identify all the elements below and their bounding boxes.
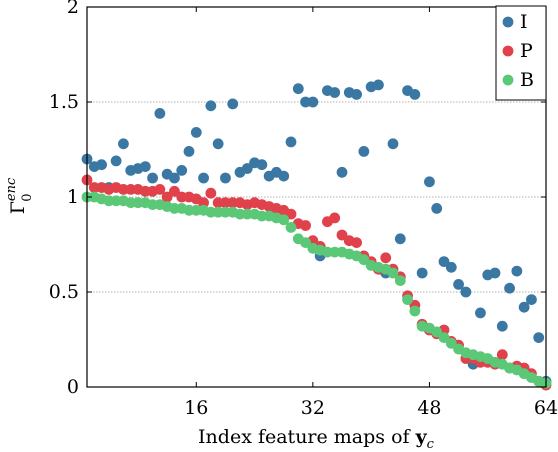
legend-label-B: B: [520, 69, 534, 91]
data-point-I: [358, 146, 370, 157]
data-point-P: [380, 252, 392, 264]
data-point-I: [518, 301, 530, 313]
data-point-P: [336, 229, 348, 241]
data-point-B: [300, 237, 311, 249]
data-point-I: [489, 267, 501, 279]
axis-ticks: 0 0.5 1 1.5 2 16 32 48 64: [49, 0, 558, 419]
x-tick-label: 48: [417, 397, 441, 419]
x-tick-label: 16: [184, 397, 208, 419]
data-point-P: [329, 212, 341, 224]
data-point-I: [198, 172, 209, 184]
y-tick-label: 1: [67, 186, 79, 208]
legend-marker-P: [502, 45, 514, 57]
data-point-B: [387, 267, 399, 279]
data-point-B: [285, 222, 297, 233]
data-point-P: [169, 185, 180, 197]
y-axis-title-sub: 0: [20, 193, 35, 201]
data-point-P: [300, 220, 311, 231]
legend-marker-B: [502, 74, 514, 86]
legend-marker-I: [502, 16, 514, 28]
data-point-I: [212, 138, 224, 150]
legend: IPB: [495, 5, 547, 101]
data-point-I: [533, 332, 545, 343]
x-axis-title-text: Index feature maps of: [198, 426, 416, 448]
y-tick-label: 0.5: [49, 281, 79, 303]
data-point-I: [154, 108, 166, 119]
data-point-P: [161, 191, 173, 203]
data-point-I: [453, 279, 464, 290]
legend-label-I: I: [520, 11, 528, 33]
y-tick-label: 2: [67, 0, 79, 18]
data-point-I: [285, 136, 297, 148]
data-point-I: [227, 98, 239, 110]
y-axis-title: Γenc0: [4, 177, 35, 214]
data-point-B: [438, 332, 450, 343]
x-axis-title-sub: c: [427, 437, 435, 452]
grid-lines: [87, 6, 546, 388]
x-axis-title-var: y: [415, 426, 428, 448]
x-tick-label: 64: [534, 397, 558, 419]
data-point-I: [169, 172, 180, 184]
data-point-P: [496, 349, 508, 361]
data-point-I: [460, 286, 472, 298]
data-point-B: [394, 275, 406, 286]
y-tick-label: 1.5: [49, 91, 79, 113]
data-point-I: [118, 138, 129, 150]
data-point-B: [445, 337, 457, 349]
data-point-P: [351, 237, 362, 249]
data-point-I: [373, 79, 384, 91]
data-point-B: [358, 254, 370, 266]
data-point-P: [198, 197, 209, 209]
y-axis-title-sup: enc: [4, 177, 19, 201]
y-tick-label: 0: [67, 376, 79, 398]
data-point-I: [176, 165, 188, 176]
x-axis-title: Index feature maps of yc: [198, 426, 435, 452]
data-point-I: [241, 163, 253, 174]
data-point-P: [285, 208, 297, 220]
data-point-I: [329, 87, 341, 98]
data-point-I: [526, 294, 537, 305]
data-point-I: [445, 261, 457, 273]
x-tick-label: 32: [301, 397, 325, 419]
data-point-I: [307, 96, 319, 108]
legend-label-P: P: [520, 40, 533, 62]
data-point-I: [416, 267, 428, 279]
data-point-I: [183, 146, 195, 157]
data-point-I: [205, 100, 217, 112]
data-point-I: [147, 172, 158, 184]
data-points: [81, 79, 552, 391]
data-point-I: [110, 155, 122, 167]
data-point-B: [278, 214, 290, 226]
series-B: [81, 191, 552, 389]
data-point-I: [431, 203, 443, 214]
data-point-I: [278, 170, 290, 182]
data-point-I: [96, 159, 107, 171]
data-point-I: [292, 83, 304, 95]
data-point-I: [387, 138, 399, 150]
data-point-B: [409, 305, 421, 317]
data-point-I: [190, 126, 202, 138]
data-point-B: [431, 326, 443, 338]
y-axis-title-main: Γ: [7, 201, 29, 214]
data-point-I: [256, 159, 268, 171]
data-point-B: [402, 294, 413, 305]
data-point-I: [139, 161, 151, 173]
series-I: [81, 79, 552, 387]
data-point-I: [220, 172, 231, 184]
data-point-P: [154, 184, 166, 195]
data-point-I: [475, 307, 486, 319]
data-point-I: [394, 233, 406, 245]
data-point-I: [424, 176, 435, 188]
data-point-I: [336, 166, 348, 178]
data-point-I: [496, 320, 508, 332]
data-point-I: [438, 256, 450, 267]
data-point-I: [504, 282, 515, 294]
data-point-I: [351, 89, 362, 100]
data-point-P: [205, 187, 217, 199]
data-point-I: [409, 89, 421, 100]
data-point-I: [511, 265, 523, 277]
